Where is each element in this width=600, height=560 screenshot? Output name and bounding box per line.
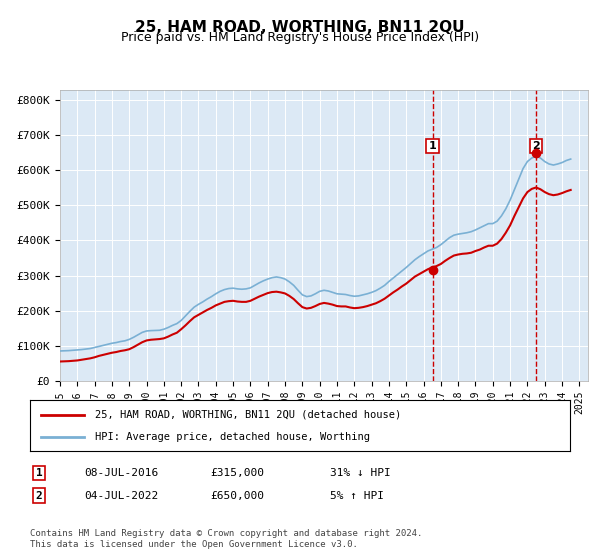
Text: 31% ↓ HPI: 31% ↓ HPI	[330, 468, 391, 478]
Text: 5% ↑ HPI: 5% ↑ HPI	[330, 491, 384, 501]
Text: Price paid vs. HM Land Registry's House Price Index (HPI): Price paid vs. HM Land Registry's House …	[121, 31, 479, 44]
Text: 04-JUL-2022: 04-JUL-2022	[84, 491, 158, 501]
Text: HPI: Average price, detached house, Worthing: HPI: Average price, detached house, Wort…	[95, 432, 370, 442]
Text: £315,000: £315,000	[210, 468, 264, 478]
Text: 08-JUL-2016: 08-JUL-2016	[84, 468, 158, 478]
Text: 25, HAM ROAD, WORTHING, BN11 2QU: 25, HAM ROAD, WORTHING, BN11 2QU	[135, 20, 465, 35]
Text: £650,000: £650,000	[210, 491, 264, 501]
Text: Contains HM Land Registry data © Crown copyright and database right 2024.
This d: Contains HM Land Registry data © Crown c…	[30, 529, 422, 549]
Text: 2: 2	[35, 491, 43, 501]
Text: 1: 1	[35, 468, 43, 478]
Text: 1: 1	[428, 141, 436, 151]
Text: 25, HAM ROAD, WORTHING, BN11 2QU (detached house): 25, HAM ROAD, WORTHING, BN11 2QU (detach…	[95, 409, 401, 419]
Text: 2: 2	[532, 141, 540, 151]
